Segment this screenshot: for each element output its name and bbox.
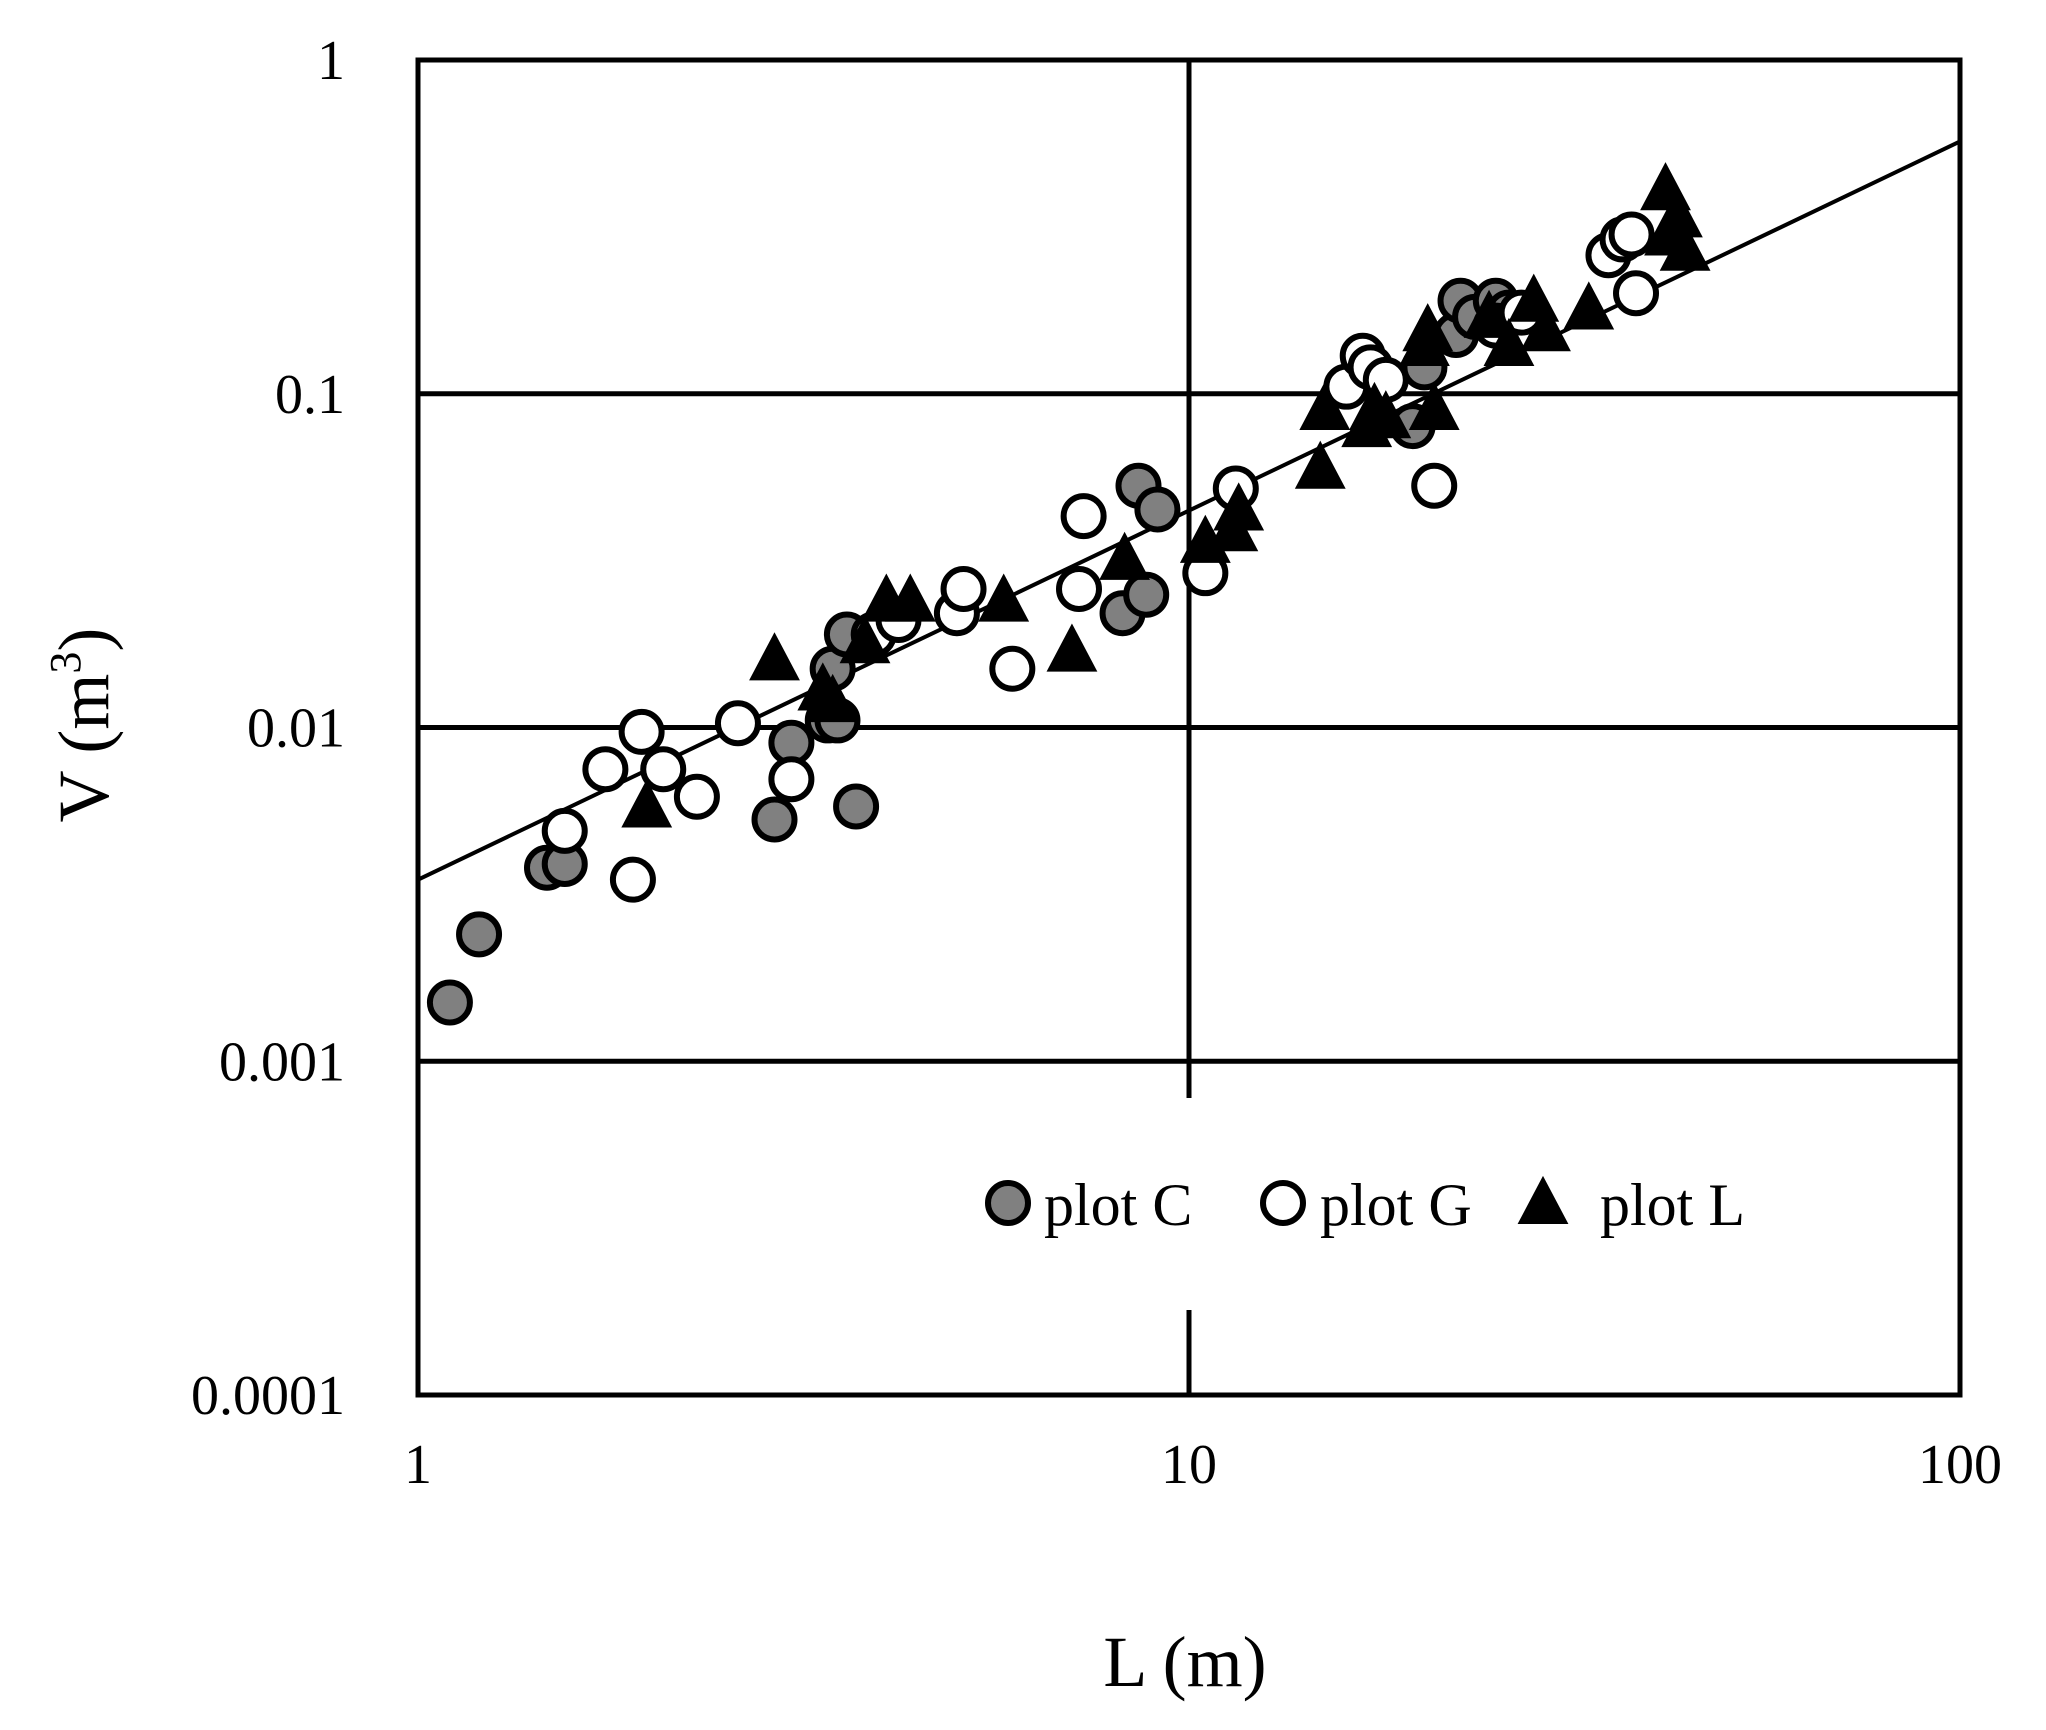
legend-label: plot G: [1320, 1172, 1472, 1238]
y-tick-label: 1: [317, 30, 345, 92]
data-point: [749, 632, 800, 681]
data-point: [1060, 493, 1107, 540]
data-point: [456, 911, 503, 958]
y-tick-label: 0.01: [247, 698, 345, 760]
y-axis-tick-labels: 0.0001 0.001 0.01 0.1 1: [191, 30, 345, 1427]
data-point: [1613, 270, 1660, 317]
x-axis-title: L (m): [1103, 1622, 1266, 1702]
data-point: [1608, 211, 1655, 258]
data-point: [1099, 531, 1150, 580]
data-point: [1134, 486, 1181, 533]
legend-label: plot C: [1044, 1172, 1192, 1238]
data-point: [621, 779, 673, 828]
x-tick-label: 100: [1918, 1434, 2002, 1496]
data-point: [1408, 381, 1460, 431]
data-point: [978, 573, 1030, 622]
data-point: [807, 673, 859, 723]
data-point: [833, 783, 880, 830]
x-tick-label: 1: [404, 1434, 432, 1496]
data-point: [751, 796, 798, 843]
data-point: [426, 979, 473, 1026]
y-tick-label: 0.1: [275, 364, 345, 426]
data-point: [714, 700, 761, 747]
data-point: [541, 807, 588, 854]
data-point: [1294, 440, 1346, 489]
legend-marker: [985, 1180, 1031, 1226]
x-tick-label: 10: [1161, 1434, 1217, 1496]
data-points: [426, 162, 1711, 1026]
data-point: [609, 856, 656, 903]
y-tick-label: 0.0001: [191, 1365, 345, 1427]
y-axis-title-close: ): [44, 628, 124, 652]
data-point: [673, 773, 720, 820]
data-point: [884, 573, 936, 622]
legend: plot C plot G plot L: [985, 1172, 1745, 1238]
y-axis-title-main: V (m: [44, 674, 124, 823]
data-point: [1056, 566, 1103, 613]
y-axis-title: V (m3): [41, 628, 124, 823]
y-tick-label: 0.001: [219, 1031, 345, 1093]
data-point: [768, 756, 815, 803]
data-point: [1651, 189, 1703, 238]
data-point: [1659, 222, 1711, 271]
data-point: [618, 708, 665, 755]
x-axis-tick-labels: 1 10 100: [404, 1434, 2002, 1496]
data-point: [1483, 317, 1535, 366]
data-point: [1463, 289, 1515, 338]
plot-area-border: [415, 57, 1963, 1398]
data-point: [940, 566, 987, 613]
data-point: [640, 746, 687, 793]
data-point: [1402, 303, 1454, 352]
data-point: [989, 645, 1036, 692]
data-point: [839, 615, 891, 664]
legend-marker: [1517, 1175, 1569, 1224]
data-point: [582, 746, 629, 793]
gridlines: [418, 60, 1960, 1395]
data-point: [1520, 303, 1571, 352]
data-point: [1411, 462, 1458, 509]
data-point: [1213, 482, 1265, 531]
data-point: [1563, 281, 1615, 330]
series-plot-l: [621, 162, 1711, 828]
data-point: [1360, 390, 1412, 439]
data-point: [1299, 381, 1351, 431]
legend-marker: [1260, 1180, 1306, 1226]
data-point: [1123, 571, 1170, 618]
y-axis-title-superscript: 3: [41, 652, 90, 674]
legend-label: plot L: [1600, 1172, 1745, 1238]
data-point: [1046, 623, 1098, 672]
